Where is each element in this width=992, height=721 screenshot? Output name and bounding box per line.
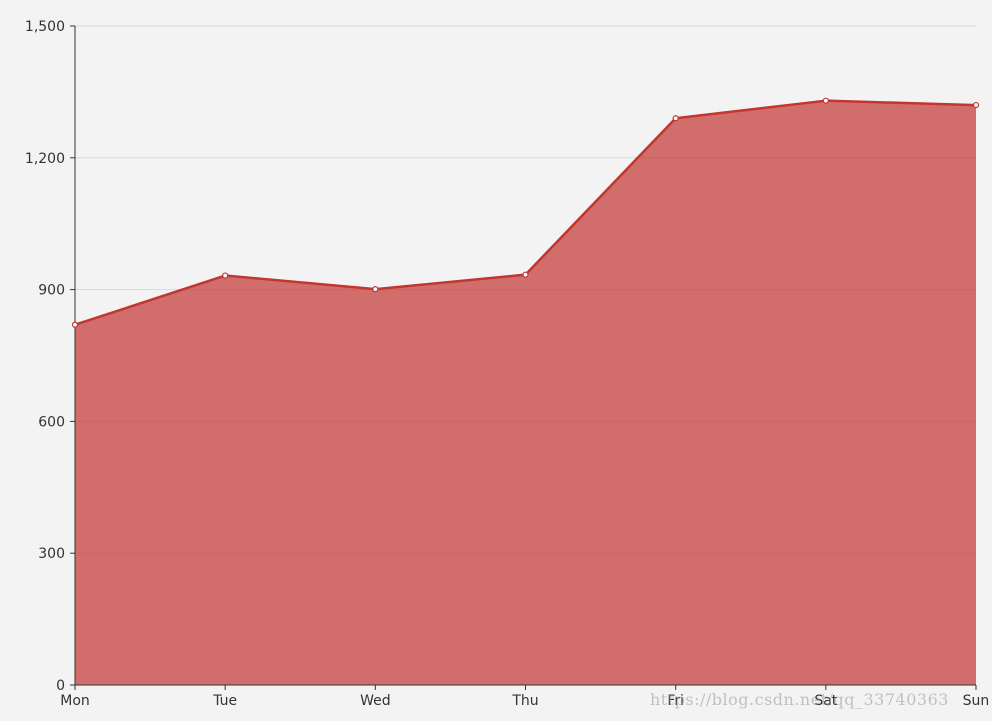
y-axis-labels: 0 300 600 900 1,200 1,500 [25, 19, 75, 694]
y-tick-label: 600 [38, 414, 65, 430]
x-tick-label: Wed [360, 693, 391, 709]
data-point [972, 101, 980, 109]
x-tick-label: Thu [511, 693, 538, 709]
y-tick-label: 1,500 [25, 19, 65, 35]
data-point [71, 321, 79, 328]
data-point [672, 115, 679, 122]
watermark-text: https://blog.csdn.net/qq_33740363 [650, 690, 949, 709]
y-tick-label: 900 [38, 283, 65, 299]
data-point [522, 271, 529, 278]
data-point [222, 272, 229, 279]
x-axis-ticks [74, 685, 977, 690]
x-tick-label: Sat [814, 693, 837, 709]
x-tick-label: Tue [212, 693, 237, 709]
y-tick-label: 300 [38, 546, 65, 562]
data-points [71, 97, 980, 328]
x-tick-label: Sun [963, 693, 990, 709]
y-tick-label: 1,200 [25, 151, 65, 167]
x-tick-label: Fri [667, 693, 684, 709]
x-tick-label: Mon [60, 693, 90, 709]
series-area [75, 100, 976, 686]
data-point [372, 286, 379, 293]
x-axis-labels: Mon Tue Wed Thu Fri Sat Sun [60, 693, 989, 709]
data-point [822, 97, 829, 104]
y-tick-label: 0 [56, 678, 65, 694]
